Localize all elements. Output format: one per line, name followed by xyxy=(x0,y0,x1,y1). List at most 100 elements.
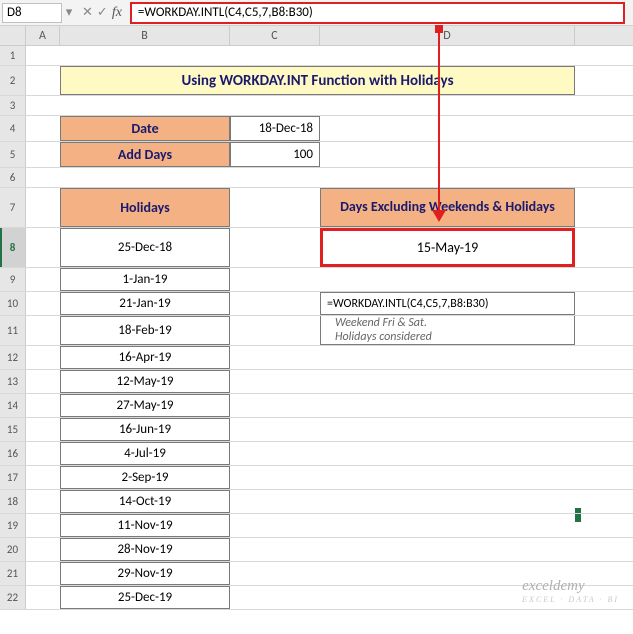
cancel-icon[interactable]: ✕ xyxy=(82,5,93,20)
holiday-cell[interactable]: 28-Nov-19 xyxy=(60,538,230,561)
holiday-cell[interactable]: 11-Nov-19 xyxy=(60,514,230,537)
row-header[interactable]: 13 xyxy=(0,370,26,393)
cell[interactable] xyxy=(230,96,320,115)
fx-icon[interactable]: fx xyxy=(112,5,122,21)
holiday-cell[interactable]: 4-Jul-19 xyxy=(60,442,230,465)
row-header[interactable]: 6 xyxy=(0,168,26,187)
col-header-a[interactable]: A xyxy=(26,26,60,45)
row-header[interactable]: 5 xyxy=(0,142,26,167)
cell[interactable] xyxy=(320,418,575,441)
cell[interactable] xyxy=(26,228,60,267)
col-header-d[interactable]: D xyxy=(320,26,575,45)
name-box-dropdown[interactable]: ▾ xyxy=(62,5,76,20)
row-header[interactable]: 12 xyxy=(0,346,26,369)
cell[interactable] xyxy=(320,370,575,393)
holiday-cell[interactable]: 18-Feb-19 xyxy=(60,316,230,345)
cell[interactable] xyxy=(26,46,60,65)
row-header[interactable]: 4 xyxy=(0,116,26,141)
col-header-c[interactable]: C xyxy=(230,26,320,45)
cell[interactable] xyxy=(230,538,320,561)
cell[interactable] xyxy=(26,538,60,561)
cell[interactable] xyxy=(60,168,230,187)
row-header[interactable]: 20 xyxy=(0,538,26,561)
cell[interactable] xyxy=(26,466,60,489)
row-header[interactable]: 15 xyxy=(0,418,26,441)
cell[interactable] xyxy=(230,466,320,489)
formula-bar[interactable]: =WORKDAY.INTL(C4,C5,7,B8:B30) xyxy=(130,2,625,24)
daysexcl-header[interactable]: Days Excluding Weekends & Holidays xyxy=(320,188,575,227)
enter-icon[interactable]: ✓ xyxy=(97,5,108,20)
cell[interactable] xyxy=(26,168,60,187)
cell[interactable] xyxy=(320,466,575,489)
cell[interactable] xyxy=(320,514,575,537)
cell[interactable] xyxy=(320,168,575,187)
holiday-cell[interactable]: 29-Nov-19 xyxy=(60,562,230,585)
cell[interactable] xyxy=(26,142,60,167)
row-header[interactable]: 3 xyxy=(0,96,26,115)
cell[interactable] xyxy=(26,490,60,513)
row-header[interactable]: 11 xyxy=(0,316,26,345)
cell[interactable] xyxy=(320,116,575,141)
formula-display-cell[interactable]: =WORKDAY.INTL(C4,C5,7,B8:B30) xyxy=(320,292,575,315)
cell[interactable] xyxy=(320,268,575,291)
cell[interactable] xyxy=(26,268,60,291)
row-header[interactable]: 22 xyxy=(0,586,26,609)
cell[interactable] xyxy=(60,96,230,115)
cell[interactable] xyxy=(320,394,575,417)
cell[interactable] xyxy=(26,370,60,393)
cell[interactable] xyxy=(230,370,320,393)
holiday-cell[interactable]: 27-May-19 xyxy=(60,394,230,417)
row-header[interactable]: 14 xyxy=(0,394,26,417)
holidays-header[interactable]: Holidays xyxy=(60,188,230,227)
cell[interactable] xyxy=(230,490,320,513)
result-cell[interactable]: 15-May-19 xyxy=(320,228,575,267)
row-header[interactable]: 17 xyxy=(0,466,26,489)
cell[interactable] xyxy=(230,168,320,187)
row-header[interactable]: 7 xyxy=(0,188,26,227)
name-box[interactable]: D8 xyxy=(2,3,62,23)
cell[interactable] xyxy=(26,96,60,115)
row-header[interactable]: 2 xyxy=(0,66,26,95)
row-header[interactable]: 9 xyxy=(0,268,26,291)
row-header[interactable]: 10 xyxy=(0,292,26,315)
col-header-b[interactable]: B xyxy=(60,26,230,45)
cell[interactable] xyxy=(230,562,320,585)
cell[interactable] xyxy=(26,442,60,465)
cell[interactable] xyxy=(230,442,320,465)
date-value-cell[interactable]: 18-Dec-18 xyxy=(230,116,320,141)
cell[interactable] xyxy=(230,418,320,441)
cell[interactable] xyxy=(230,228,320,267)
holiday-cell[interactable]: 12-May-19 xyxy=(60,370,230,393)
cell[interactable] xyxy=(230,46,320,65)
cell[interactable] xyxy=(230,346,320,369)
row-header[interactable]: 1 xyxy=(0,46,26,65)
notes-cell[interactable]: Weekend Fri & Sat. Holidays considered xyxy=(320,316,575,345)
cell[interactable] xyxy=(26,292,60,315)
holiday-cell[interactable]: 2-Sep-19 xyxy=(60,466,230,489)
cell[interactable] xyxy=(26,586,60,609)
cell[interactable] xyxy=(230,394,320,417)
select-all-corner[interactable] xyxy=(0,26,26,45)
cell[interactable] xyxy=(26,66,60,95)
row-header[interactable]: 16 xyxy=(0,442,26,465)
cell[interactable] xyxy=(320,142,575,167)
cell[interactable] xyxy=(230,292,320,315)
date-label[interactable]: Date xyxy=(60,116,230,141)
adddays-label[interactable]: Add Days xyxy=(60,142,230,167)
holiday-cell[interactable]: 16-Apr-19 xyxy=(60,346,230,369)
cell[interactable] xyxy=(320,46,575,65)
cell[interactable] xyxy=(26,116,60,141)
cell[interactable] xyxy=(60,46,230,65)
cell[interactable] xyxy=(26,418,60,441)
row-header[interactable]: 19 xyxy=(0,514,26,537)
row-header[interactable]: 21 xyxy=(0,562,26,585)
holiday-cell[interactable]: 1-Jan-19 xyxy=(60,268,230,291)
cell[interactable] xyxy=(320,442,575,465)
cell[interactable] xyxy=(230,586,320,609)
cell[interactable] xyxy=(26,316,60,345)
adddays-value-cell[interactable]: 100 xyxy=(230,142,320,167)
cell[interactable] xyxy=(230,188,320,227)
title-cell[interactable]: Using WORKDAY.INT Function with Holidays xyxy=(60,66,575,95)
cell[interactable] xyxy=(320,346,575,369)
cell[interactable] xyxy=(26,188,60,227)
